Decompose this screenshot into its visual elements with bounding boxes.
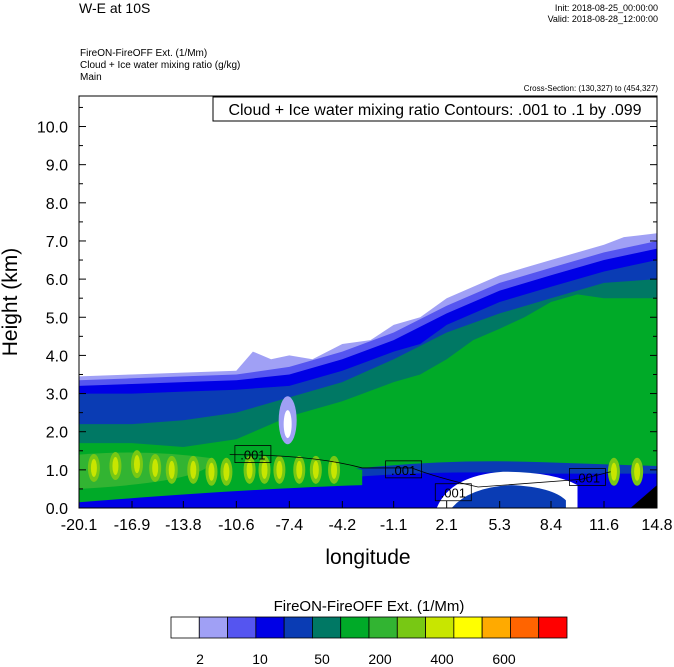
aerosol-cell-core (331, 460, 338, 479)
colorbar-swatch (510, 616, 540, 639)
colorbar-label: 200 (368, 651, 392, 667)
colorbar-label: 600 (492, 651, 516, 667)
aerosol-cell-core (634, 462, 641, 481)
x-tick-label: 2.1 (436, 517, 458, 534)
x-axis-label: longitude (325, 546, 410, 569)
y-tick-label: 1.0 (46, 463, 68, 480)
field-name-mixing-ratio: Cloud + Ice water mixing ratio (g/kg) (80, 60, 241, 71)
aerosol-cell-core (312, 460, 319, 479)
surface-blue-region (451, 485, 566, 508)
x-tick-label: 11.6 (589, 517, 619, 534)
y-tick-label: 0.0 (46, 501, 68, 518)
x-tick-label: -1.1 (380, 517, 408, 534)
colorbar-swatch (283, 616, 313, 639)
aerosol-cell-core (152, 458, 159, 477)
x-tick-label: 8.4 (540, 517, 562, 534)
cross-section-label: Cross-Section: (130,327) to (454,327) (523, 84, 658, 93)
colorbar-label: 400 (430, 651, 454, 667)
contour-info-label: Cloud + Ice water mixing ratio Contours:… (228, 102, 641, 119)
aerosol-cell-core (276, 460, 283, 479)
y-tick-label: 4.0 (46, 348, 68, 365)
y-tick-label: 10.0 (37, 120, 68, 137)
contour-label: .001 (441, 486, 466, 501)
y-tick-label: 6.0 (46, 272, 68, 289)
plume-inner (283, 410, 292, 439)
y-tick-label: 7.0 (46, 234, 68, 251)
aerosol-cell-core (90, 458, 97, 477)
contour-info-box (212, 96, 658, 122)
colorbar-swatch (255, 616, 285, 639)
aerosol-cell-core (610, 462, 617, 481)
chart-title: W-E at 10S (79, 0, 151, 16)
plot-frame (78, 95, 658, 509)
aerosol-cell-core (208, 462, 215, 481)
colorbar-swatch (198, 616, 228, 639)
colorbar-swatch (368, 616, 398, 639)
aerosol-cell-core (246, 460, 253, 479)
y-axis-label: Height (km) (0, 248, 22, 357)
contour-label-box (434, 483, 472, 502)
x-tick-label: -4.2 (329, 517, 357, 534)
colorbar-swatch (538, 616, 568, 639)
colorbar-swatch (340, 616, 370, 639)
colorbar-swatch (481, 616, 511, 639)
colorbar-swatch (425, 616, 455, 639)
colorbar-label: 2 (196, 651, 204, 667)
aerosol-cell-core (223, 462, 230, 481)
colorbar-swatch (312, 616, 342, 639)
y-tick-label: 8.0 (46, 196, 68, 213)
field-name-extinction: FireON-FireOFF Ext. (1/Mm) (80, 48, 208, 59)
aerosol-cell-core (296, 460, 303, 479)
x-tick-label: -10.6 (218, 517, 255, 534)
contour-label-box (234, 445, 272, 463)
colorbar-swatch (227, 616, 257, 639)
colorbar-label: 50 (314, 651, 330, 667)
x-tick-label: -13.8 (165, 517, 202, 534)
y-tick-label: 5.0 (46, 310, 68, 327)
aerosol-cell-core (190, 460, 197, 479)
colorbar-label: 10 (252, 651, 268, 667)
x-tick-label: 14.8 (641, 517, 672, 534)
colorbar-title: FireON-FireOFF Ext. (1/Mm) (274, 598, 465, 615)
aerosol-cell-core (112, 457, 119, 476)
aerosol-cell-core (133, 455, 140, 474)
valid-time: Valid: 2018-08-28_12:00:00 (547, 14, 658, 24)
contour-label: .001 (240, 448, 265, 463)
terrain (630, 485, 657, 508)
colorbar-swatch (170, 616, 200, 639)
field-name-domain: Main (80, 72, 102, 83)
x-tick-label: -20.1 (61, 517, 98, 534)
colorbar-swatch (453, 616, 483, 639)
aerosol-cell-core (261, 460, 268, 479)
init-time: Init: 2018-08-25_00:00:00 (554, 3, 658, 13)
y-tick-label: 2.0 (46, 425, 68, 442)
x-tick-label: -7.4 (276, 517, 304, 534)
x-tick-label: 5.3 (489, 517, 511, 534)
contour-label-box (385, 460, 423, 479)
y-tick-label: 9.0 (46, 158, 68, 175)
y-tick-label: 3.0 (46, 387, 68, 404)
contour-label-box (569, 468, 606, 486)
aerosol-cell-core (168, 460, 175, 479)
contour-label: .001 (575, 470, 600, 485)
contour-label: .001 (391, 463, 416, 478)
colorbar-swatch (396, 616, 426, 639)
x-tick-label: -16.9 (114, 517, 151, 534)
